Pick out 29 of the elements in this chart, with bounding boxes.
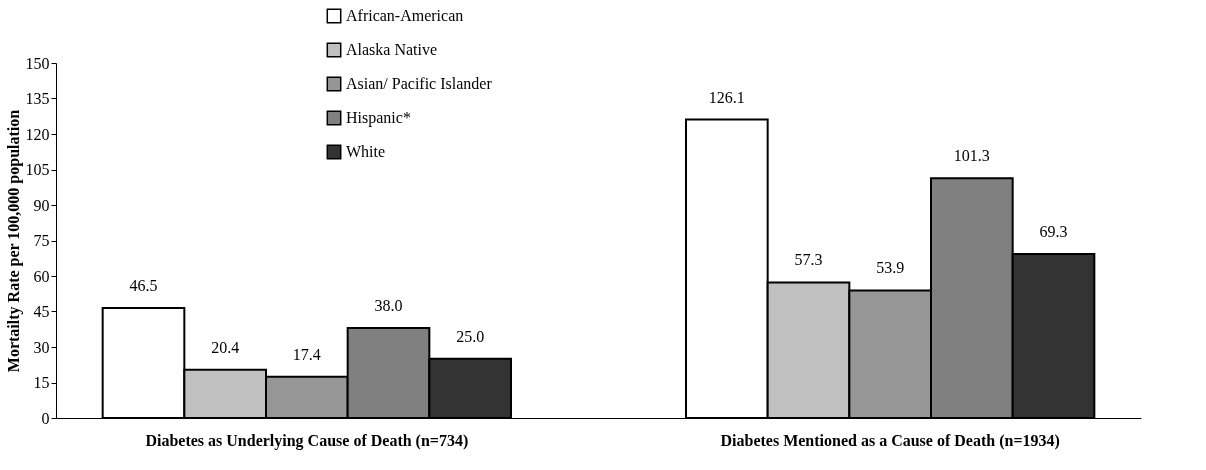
y-tick-label: 120 bbox=[25, 125, 50, 143]
y-tick-label: 90 bbox=[33, 196, 50, 214]
text: 101.3 bbox=[953, 147, 990, 165]
x-tick-label: Diabetes as Underlying Cause of Death (n=734) bbox=[145, 431, 469, 450]
y-tick-label: 60 bbox=[33, 267, 50, 285]
text: 20.4 bbox=[211, 338, 240, 356]
text: 25.0 bbox=[456, 327, 485, 345]
x-tick-label: Diabetes Mentioned as a Cause of Death (n=1934) bbox=[720, 431, 1060, 450]
text: 53.9 bbox=[876, 259, 905, 277]
legend-label: White bbox=[346, 143, 386, 160]
text: 38.0 bbox=[374, 297, 403, 315]
legend-label: Hispanic* bbox=[346, 109, 411, 127]
y-tick-label: 105 bbox=[25, 161, 50, 178]
legend-label: African-American bbox=[346, 7, 464, 24]
y-axis-title: Mortailty Rate per 100,000 population bbox=[4, 109, 23, 373]
text: 46.5 bbox=[129, 276, 158, 294]
y-tick-label: 15 bbox=[33, 374, 50, 391]
y-tick-label: 135 bbox=[25, 90, 50, 107]
y-tick-label: 0 bbox=[41, 409, 50, 427]
y-tick-label: 45 bbox=[33, 303, 50, 320]
text: 69.3 bbox=[1039, 222, 1068, 240]
legend-label: Alaska Native bbox=[346, 41, 438, 58]
y-tick-label: 75 bbox=[33, 232, 50, 249]
y-tick-label: 150 bbox=[25, 54, 50, 72]
y-tick-label: 30 bbox=[33, 338, 50, 356]
text: 57.3 bbox=[794, 251, 823, 269]
text: 17.4 bbox=[292, 345, 321, 363]
text: 126.1 bbox=[708, 88, 745, 106]
legend-label: Asian/ Pacific Islander bbox=[346, 75, 493, 92]
